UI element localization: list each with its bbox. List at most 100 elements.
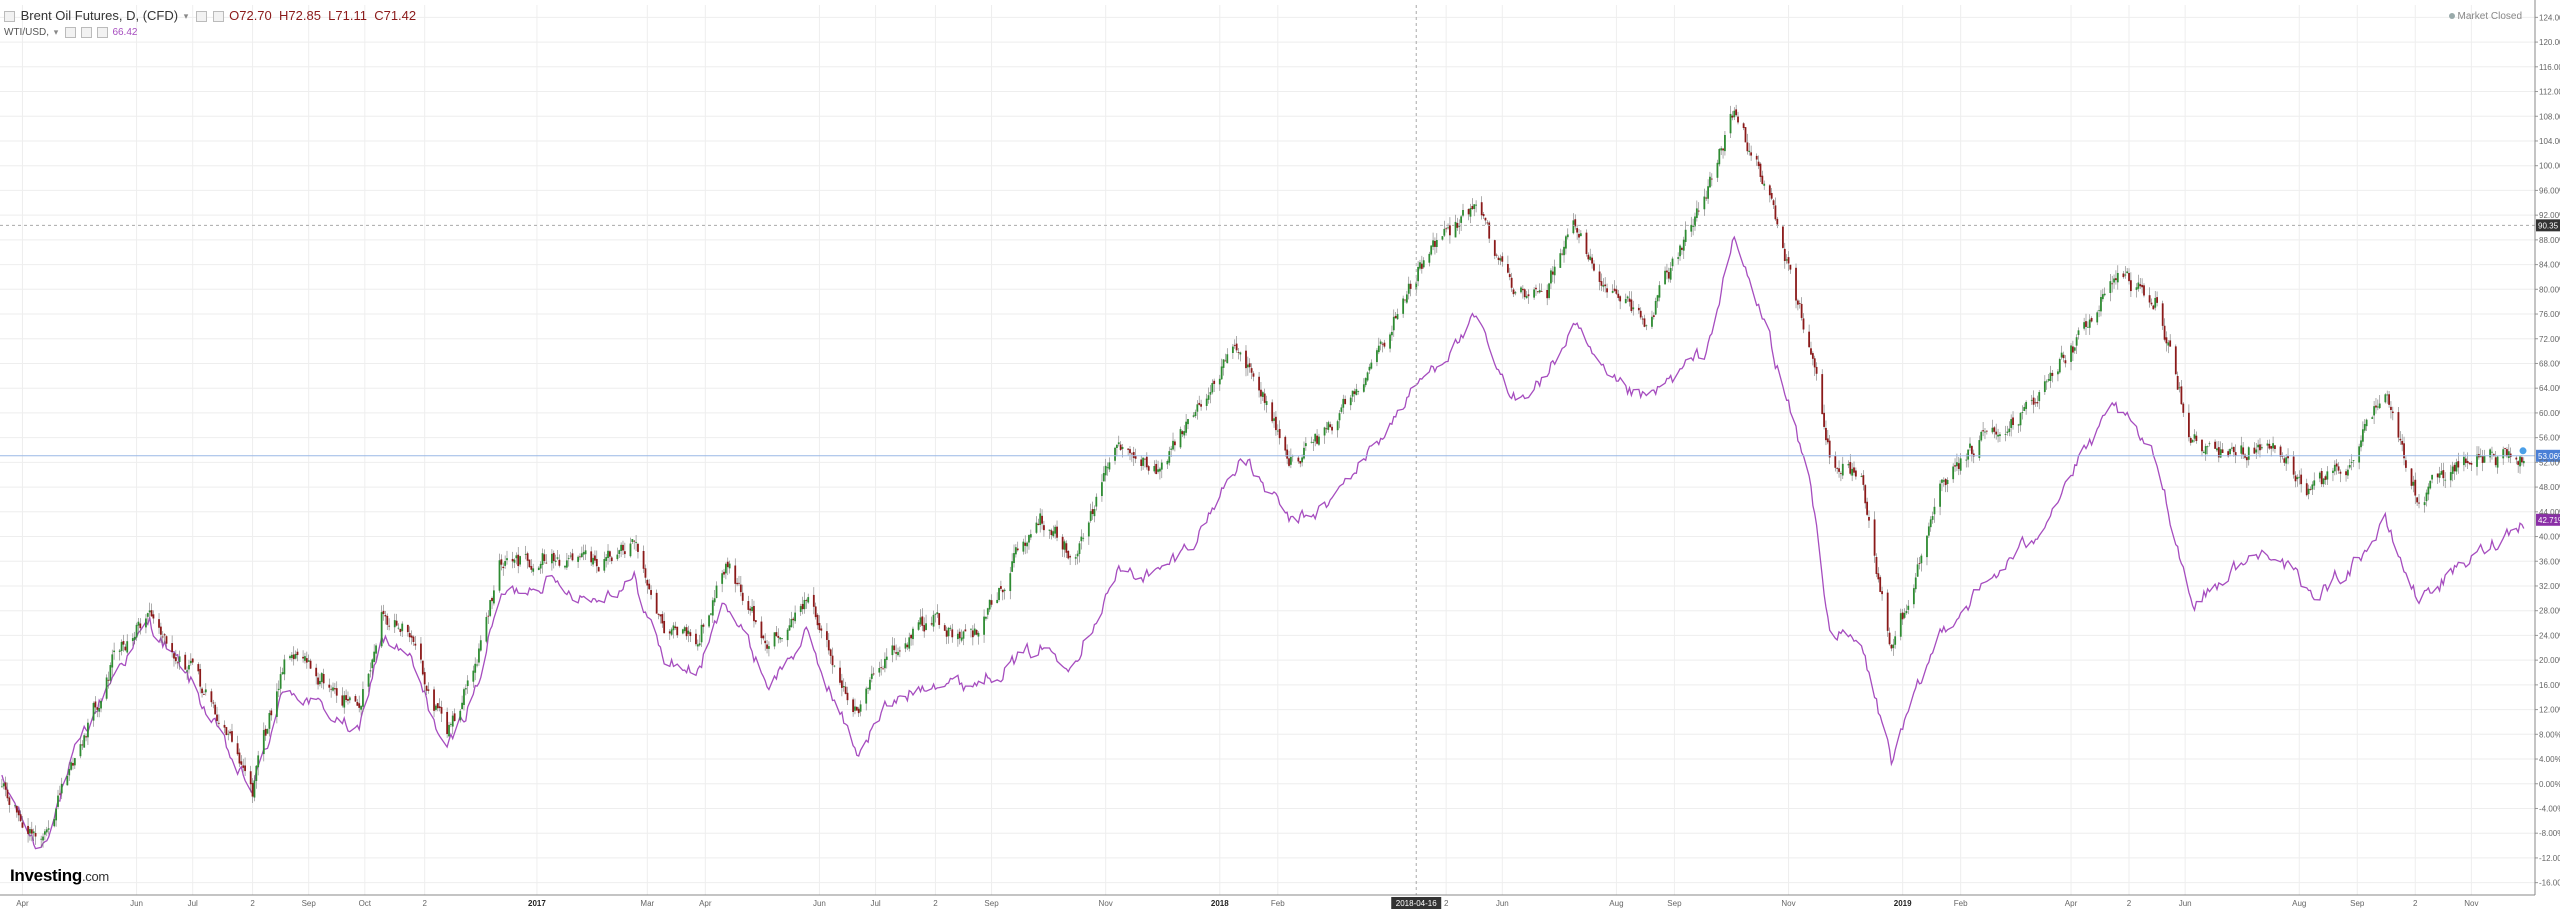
candle-down: [2418, 502, 2420, 504]
hide-series-button[interactable]: [195, 11, 207, 23]
candle-up: [773, 632, 776, 647]
candle-up: [1905, 611, 1908, 614]
candle-up: [118, 650, 121, 652]
candle-up: [1999, 434, 2001, 437]
candle-up: [1078, 543, 1081, 554]
candle-down: [214, 704, 217, 715]
candle-up: [2423, 502, 2426, 506]
candle-up: [2438, 473, 2441, 478]
candle-down: [1836, 468, 1839, 469]
candle-down: [81, 744, 84, 746]
candle-up: [1039, 513, 1042, 525]
candle-down: [880, 667, 883, 669]
candle-down: [322, 673, 325, 684]
candle-up: [146, 613, 149, 617]
candle-down: [2300, 474, 2303, 485]
candle-up: [0, 786, 3, 788]
candle-up: [934, 613, 937, 615]
overlay-hide-button[interactable]: [65, 27, 77, 38]
candle-down: [1467, 209, 1470, 215]
candle-up: [1718, 149, 1721, 165]
crosshair-date-label: 2018-04-16: [1396, 899, 1437, 908]
candle-down: [844, 686, 847, 694]
candle-up: [42, 836, 44, 841]
candle-down: [2201, 439, 2203, 452]
overlay-remove-button[interactable]: [96, 27, 108, 38]
candle-down: [199, 668, 202, 687]
candle-down: [1535, 287, 1537, 290]
candle-down: [1776, 218, 1779, 225]
candle-down: [1985, 430, 1988, 432]
candle-down: [85, 736, 87, 738]
candle-down: [425, 685, 428, 691]
candle-up: [878, 667, 881, 673]
candle-up: [1265, 401, 1268, 405]
candle-up: [461, 702, 463, 710]
candle-down: [1849, 462, 1852, 474]
candle-down: [839, 667, 841, 683]
candle-down: [760, 621, 763, 639]
candle-up: [1991, 427, 1994, 433]
candle-down: [1628, 298, 1631, 302]
candle-up: [2058, 359, 2061, 373]
x-tick-label: Nov: [1781, 899, 1795, 908]
candle-down: [2466, 460, 2469, 463]
candle-down: [1065, 543, 1068, 553]
series-settings-button[interactable]: [212, 11, 224, 23]
candle-up: [83, 735, 86, 748]
collapse-legend-button[interactable]: [4, 11, 15, 23]
candle-down: [4, 782, 7, 790]
candle-down: [270, 710, 273, 716]
candle-up: [189, 660, 192, 664]
candle-down: [388, 625, 391, 627]
candle-down: [1735, 109, 1738, 116]
candle-up: [713, 598, 716, 603]
candle-down: [552, 552, 555, 562]
y-tick-label: 88.00%: [2539, 236, 2560, 245]
candle-down: [487, 615, 490, 617]
candle-down: [1826, 438, 1829, 443]
candle-up: [362, 689, 364, 707]
chevron-down-icon[interactable]: ▾: [183, 11, 189, 22]
candle-up: [68, 768, 71, 776]
candle-up: [1026, 542, 1028, 547]
candle-up: [1894, 636, 1897, 645]
candle-down: [1508, 274, 1511, 278]
candle-up: [2240, 445, 2243, 454]
candle-up: [2519, 456, 2521, 467]
candle-down: [347, 699, 349, 701]
candle-down: [1866, 501, 1869, 515]
candle-down: [608, 551, 611, 557]
x-tick-label: Jul: [188, 899, 198, 908]
candle-up: [1370, 362, 1373, 369]
candle-up: [2004, 434, 2007, 435]
candle-up: [148, 610, 151, 613]
candle-up: [1559, 253, 1562, 268]
candle-up: [2193, 434, 2196, 439]
candle-up: [592, 557, 594, 565]
chevron-down-icon[interactable]: ▾: [53, 27, 59, 37]
candle-down: [1245, 350, 1247, 369]
candle-up: [1939, 483, 1941, 507]
candle-up: [489, 600, 492, 616]
candle-up: [2451, 466, 2454, 474]
y-tick-label: 36.00%: [2539, 557, 2560, 566]
candle-down: [1578, 233, 1580, 238]
candle-down: [1119, 444, 1122, 450]
candle-down: [2457, 461, 2460, 468]
candle-down: [1434, 240, 1436, 247]
candle-down: [1593, 263, 1595, 271]
candle-up: [1899, 613, 1902, 637]
candle-down: [2141, 284, 2144, 288]
candle-down: [2405, 460, 2407, 468]
candle-down: [738, 582, 740, 584]
candle-up: [1589, 256, 1592, 260]
candle-up: [1733, 110, 1736, 118]
candle-down: [2517, 461, 2520, 465]
candle-up: [711, 600, 714, 616]
overlay-settings-button[interactable]: [80, 27, 92, 38]
candle-up: [1108, 462, 1111, 470]
candle-down: [2468, 462, 2471, 464]
